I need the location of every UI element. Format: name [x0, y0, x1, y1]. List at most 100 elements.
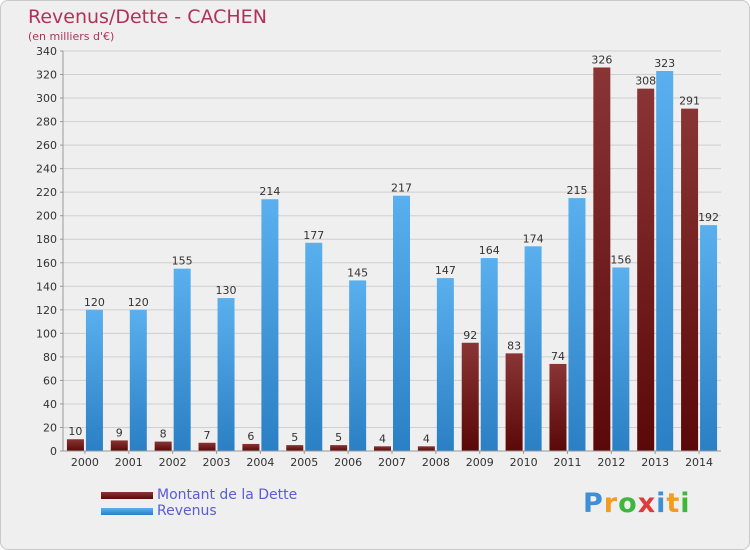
bar-debt-2013 — [637, 88, 655, 451]
label-debt-2004: 6 — [247, 430, 254, 443]
bar-debt-2004 — [242, 443, 260, 451]
bar-debt-2001 — [110, 440, 128, 451]
logo-letter: P — [583, 488, 604, 519]
y-tick-label: 120 — [36, 304, 57, 317]
y-tick-label: 220 — [36, 186, 57, 199]
y-tick-label: 200 — [36, 210, 57, 223]
y-tick-label: 240 — [36, 163, 57, 176]
x-tick-label: 2005 — [290, 456, 318, 469]
bar-revenue-2002 — [173, 268, 191, 451]
label-debt-2010: 83 — [507, 339, 521, 352]
x-tick-label: 2011 — [553, 456, 581, 469]
label-revenue-2006: 145 — [347, 266, 368, 279]
bar-debt-2000 — [66, 439, 84, 451]
bar-debt-2007 — [374, 446, 391, 451]
bar-debt-2006 — [330, 445, 348, 451]
x-tick-label: 2007 — [378, 456, 406, 469]
label-debt-2009: 92 — [463, 329, 477, 342]
x-tick-label: 2014 — [685, 456, 713, 469]
bar-revenue-2000 — [85, 309, 103, 451]
label-revenue-2014: 192 — [698, 211, 719, 224]
legend-swatch-revenue — [101, 507, 153, 515]
x-tick-label: 2009 — [466, 456, 494, 469]
y-tick-label: 320 — [36, 69, 57, 82]
bar-debt-2012 — [593, 67, 611, 452]
legend-item-revenue: Revenus — [101, 503, 297, 519]
label-revenue-2008: 147 — [435, 264, 456, 277]
bar-debt-2005 — [286, 445, 304, 451]
label-debt-2000: 10 — [68, 425, 82, 438]
label-debt-2012: 326 — [591, 53, 612, 66]
label-debt-2002: 8 — [160, 428, 167, 441]
bar-revenue-2012 — [612, 267, 630, 451]
legend-item-debt: Montant de la Dette — [101, 487, 297, 503]
legend-label-debt: Montant de la Dette — [157, 487, 298, 503]
logo-letter: o — [618, 488, 638, 519]
bar-revenue-2007 — [393, 195, 410, 451]
bar-revenue-2010 — [524, 246, 542, 451]
label-revenue-2000: 120 — [84, 296, 105, 309]
label-revenue-2001: 120 — [128, 296, 149, 309]
label-revenue-2010: 174 — [523, 232, 544, 245]
axes: 0 20 40 60 80 100 120 140 160 180 200 220 240 260 280 3… — [36, 45, 721, 469]
label-revenue-2009: 164 — [479, 244, 500, 257]
label-revenue-2005: 177 — [303, 229, 324, 242]
bar-revenue-2011 — [568, 198, 586, 451]
label-debt-2007: 4 — [379, 432, 386, 445]
bar-debt-2003 — [198, 442, 216, 451]
bar-revenue-2005 — [305, 242, 323, 451]
bar-revenue-2009 — [480, 258, 498, 451]
bar-debt-2010 — [505, 353, 523, 451]
x-tick-label: 2010 — [510, 456, 538, 469]
label-revenue-2002: 155 — [172, 255, 193, 268]
logo-letter: r — [603, 488, 619, 519]
x-tick-label: 2013 — [641, 456, 669, 469]
chart-subtitle: (en milliers d'€) — [28, 30, 115, 43]
bar-revenue-2014 — [700, 225, 718, 451]
label-debt-2005: 5 — [291, 431, 298, 444]
label-revenue-2012: 156 — [610, 253, 631, 266]
bar-debt-2014 — [681, 108, 699, 451]
label-debt-2006: 5 — [335, 431, 342, 444]
bars — [66, 67, 718, 452]
y-tick-label: 260 — [36, 139, 57, 152]
logo-letter: x — [637, 488, 657, 519]
y-tick-label: 300 — [36, 92, 57, 105]
y-tick-label: 100 — [36, 327, 57, 340]
logo-letter: i — [656, 488, 667, 519]
y-tick-label: 20 — [43, 421, 57, 434]
legend-swatch-debt — [101, 491, 153, 499]
proxiti-logo: Proxiti — [583, 488, 691, 519]
x-tick-label: 2000 — [71, 456, 99, 469]
x-tick-label: 2002 — [159, 456, 187, 469]
label-revenue-2003: 130 — [216, 284, 237, 297]
logo-letter: i — [680, 488, 691, 519]
legend-label-revenue: Revenus — [157, 503, 217, 519]
y-tick-label: 60 — [43, 374, 57, 387]
grid-lines — [63, 50, 721, 452]
y-tick-label: 340 — [36, 45, 57, 58]
label-debt-2014: 291 — [679, 95, 700, 108]
label-revenue-2013: 323 — [654, 57, 675, 70]
label-revenue-2007: 217 — [391, 182, 412, 195]
label-revenue-2004: 214 — [259, 185, 280, 198]
x-tick-label: 2006 — [334, 456, 362, 469]
y-tick-label: 40 — [43, 398, 57, 411]
x-tick-label: 2012 — [597, 456, 625, 469]
legend: Montant de la Dette Revenus — [101, 487, 297, 519]
bar-revenue-2004 — [261, 199, 279, 451]
x-tick-label: 2001 — [115, 456, 143, 469]
label-debt-2008: 4 — [423, 432, 430, 445]
y-tick-label: 180 — [36, 233, 57, 246]
label-debt-2013: 308 — [635, 75, 656, 88]
x-tick-label: 2004 — [246, 456, 274, 469]
logo-letter: t — [666, 488, 681, 519]
bar-revenue-2006 — [349, 280, 367, 451]
label-revenue-2011: 215 — [566, 184, 587, 197]
value-labels: 10 120 9 120 8 155 7 130 6 214 5 177 5 145 4 217 4 147 92 1… — [68, 53, 719, 445]
chart-title: Revenus/Dette - CACHEN — [28, 6, 267, 28]
x-tick-label: 2003 — [203, 456, 231, 469]
y-tick-label: 280 — [36, 116, 57, 129]
